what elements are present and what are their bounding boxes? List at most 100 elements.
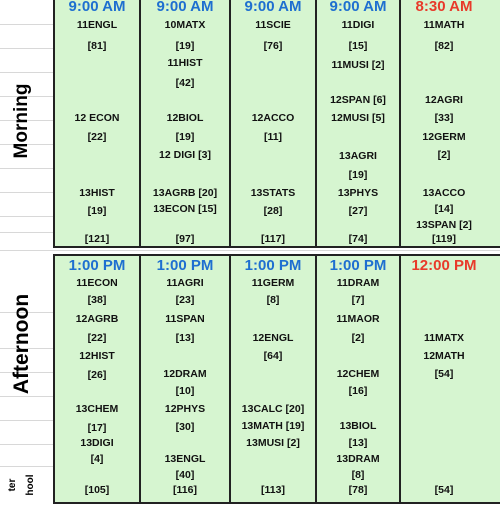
class-code: 13ACCO — [422, 187, 466, 199]
class-code: 11MAOR — [336, 313, 380, 325]
class-code: 12 ECON — [74, 112, 120, 124]
session-time: 9:00 AM — [68, 0, 126, 15]
class-code: 13DIGI — [80, 437, 114, 449]
class-code: 13ENGL — [164, 453, 206, 465]
class-code: 12MATH — [423, 350, 465, 362]
bottom-partial-label-2: hool — [25, 474, 36, 496]
class-code: 13PHYS — [337, 187, 379, 199]
morning-column-4: 9:00 AM 11DIGI [15] 11MUSI [2] 12SPAN [6… — [317, 0, 399, 246]
student-count: [33] — [434, 112, 454, 124]
student-count: [19] — [175, 131, 195, 143]
afternoon-column-3: 1:00 PM 11GERM [8] 12ENGL [64] 13CALC [2… — [231, 256, 315, 502]
column-total: [74] — [348, 233, 368, 245]
column-total: [117] — [261, 233, 285, 245]
class-code: 13CHEM — [75, 403, 119, 415]
class-code: 11AGRI — [166, 277, 204, 289]
column-total: [78] — [348, 484, 368, 496]
class-code: 11ENGL — [76, 19, 118, 31]
class-code: 13MUSI [2] — [246, 437, 300, 449]
class-code: 13AGRI — [339, 150, 377, 162]
afternoon-column-2: 1:00 PM 11AGRI [23] 11SPAN [13] 12DRAM [… — [141, 256, 229, 502]
session-time: 9:00 AM — [329, 0, 387, 15]
student-count: [22] — [87, 332, 107, 344]
class-code: 12ACCO — [251, 112, 295, 124]
student-count: [42] — [175, 77, 195, 89]
class-code: 12AGRI — [425, 94, 463, 106]
class-code: 12PHYS — [164, 403, 206, 415]
student-count: [8] — [351, 469, 365, 481]
student-count: [64] — [263, 350, 283, 362]
morning-column-1: 9:00 AM 11ENGL [81] 12 ECON [22] 13HIST … — [55, 0, 139, 246]
morning-column-3: 9:00 AM 11SCIE [76] 12ACCO [11] 13STATS … — [231, 0, 315, 246]
student-count: [17] — [87, 422, 107, 434]
student-count: [11] — [263, 131, 283, 143]
class-code: 13AGRB [20] — [152, 187, 218, 199]
student-count: [28] — [263, 205, 283, 217]
student-count: [82] — [434, 40, 454, 52]
session-time: 9:00 AM — [244, 0, 302, 15]
student-count: [13] — [175, 332, 195, 344]
class-code: 12CHEM — [336, 368, 380, 380]
class-code: 12HIST — [79, 350, 115, 362]
student-count: [23] — [175, 294, 195, 306]
session-time: 1:00 PM — [244, 257, 302, 274]
morning-label: Morning — [11, 83, 32, 159]
class-code: 11MATX — [423, 332, 465, 344]
class-code: 10MATX — [164, 19, 206, 31]
student-count: [7] — [351, 294, 365, 306]
student-count: [2] — [351, 332, 365, 344]
class-code: 11SPAN — [165, 313, 205, 325]
class-code: 11MATH — [423, 19, 465, 31]
student-count: [10] — [175, 385, 195, 397]
session-time: 1:00 PM — [68, 257, 126, 274]
student-count: [19] — [175, 40, 195, 52]
class-code: 11ECON — [76, 277, 118, 289]
class-code: 13CALC [20] — [241, 403, 305, 415]
session-time: 9:00 AM — [156, 0, 214, 15]
class-code: 12AGRB — [75, 313, 119, 325]
afternoon-label: Afternoon — [10, 293, 33, 395]
class-code: 13MATH [19] — [241, 420, 305, 432]
column-total: [105] — [84, 484, 110, 496]
column-total: [54] — [434, 484, 454, 496]
student-count: [26] — [87, 369, 107, 381]
class-code: 13BIOL — [339, 420, 377, 432]
class-code: 13ECON [15] — [153, 203, 217, 215]
student-count: [13] — [348, 437, 368, 449]
student-count: [14] — [434, 203, 454, 215]
class-code: 11MUSI [2] — [331, 59, 385, 71]
class-code: 13SPAN [2] — [416, 219, 472, 231]
student-count: [16] — [348, 385, 368, 397]
class-code: 13DRAM — [336, 453, 380, 465]
class-code: 12GERM — [422, 131, 466, 143]
class-code: 11GERM — [251, 277, 295, 289]
column-total: [119] — [432, 233, 456, 245]
class-code: 12MUSI [5] — [331, 112, 385, 124]
student-count: [76] — [263, 40, 283, 52]
morning-column-2: 9:00 AM 10MATX [19] 11HIST [42] 12BIOL [… — [141, 0, 229, 246]
student-count: [15] — [348, 40, 368, 52]
class-code: 11DRAM — [336, 277, 380, 289]
student-count: [27] — [348, 205, 368, 217]
student-count: [8] — [266, 294, 280, 306]
column-total: [97] — [175, 233, 195, 245]
afternoon-column-1: 1:00 PM 11ECON [38] 12AGRB [22] 12HIST [… — [55, 256, 139, 502]
session-time: 12:00 PM — [411, 257, 477, 274]
bottom-partial-label-1: ter — [7, 478, 18, 492]
student-count: [54] — [434, 368, 454, 380]
afternoon-panel: 1:00 PM 11ECON [38] 12AGRB [22] 12HIST [… — [53, 254, 500, 504]
morning-panel: 9:00 AM 11ENGL [81] 12 ECON [22] 13HIST … — [53, 0, 500, 248]
session-time: 8:30 AM — [415, 0, 473, 15]
column-total: [116] — [173, 484, 197, 496]
column-total: [113] — [261, 484, 285, 496]
class-code: 12ENGL — [252, 332, 294, 344]
class-code: 12 DIGI [3] — [159, 149, 211, 161]
student-count: [38] — [87, 294, 107, 306]
class-code: 11SCIE — [255, 19, 291, 31]
student-count: [30] — [175, 421, 195, 433]
student-count: [19] — [348, 169, 368, 181]
class-code: 11DIGI — [341, 19, 375, 31]
session-time: 1:00 PM — [329, 257, 387, 274]
class-code: 11HIST — [167, 57, 203, 69]
morning-column-5: 8:30 AM 11MATH [82] 12AGRI [33] 12GERM [… — [401, 0, 487, 246]
